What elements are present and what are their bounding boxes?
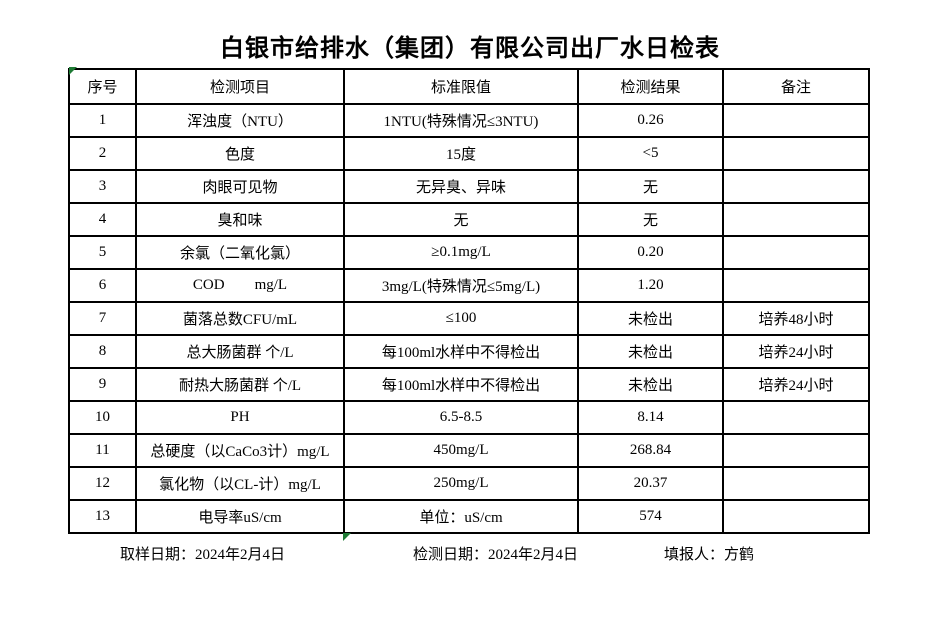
- table-row: 12 氯化物（以CL-计）mg/L 250mg/L 20.37: [68, 466, 870, 501]
- table-cell: 20.37: [577, 466, 724, 501]
- table-cell: [722, 466, 870, 501]
- table-cell: 培养24小时: [722, 367, 870, 402]
- table-cell: <5: [577, 136, 724, 171]
- table-cell: 总硬度（以CaCo3计）mg/L: [135, 433, 345, 468]
- reporter-name: 填报人：方鹤: [664, 547, 755, 563]
- sampling-date: 取样日期：2024年2月4日: [120, 547, 286, 563]
- table-row: 10 PH 6.5-8.5 8.14: [68, 400, 870, 435]
- table-cell: 2: [68, 136, 137, 171]
- table-cell: 4: [68, 202, 137, 237]
- column-header-result: 检测结果: [577, 68, 724, 105]
- table-cell: 8: [68, 334, 137, 369]
- table-cell: ≥0.1mg/L: [343, 235, 579, 270]
- table-cell: 无异臭、异味: [343, 169, 579, 204]
- table-header-row: 序号 检测项目 标准限值 检测结果 备注: [68, 68, 870, 105]
- table-row: 8 总大肠菌群 个/L 每100ml水样中不得检出 未检出 培养24小时: [68, 334, 870, 369]
- table-cell: 5: [68, 235, 137, 270]
- table-cell: 浑浊度（NTU）: [135, 103, 345, 138]
- table-cell: 未检出: [577, 301, 724, 336]
- column-header-limit: 标准限值: [343, 68, 579, 105]
- testing-date: 检测日期：2024年2月4日: [413, 547, 579, 563]
- table-cell: 10: [68, 400, 137, 435]
- table-cell: 11: [68, 433, 137, 468]
- table-cell: 6.5-8.5: [343, 400, 579, 435]
- table-cell: 氯化物（以CL-计）mg/L: [135, 466, 345, 501]
- table-cell: 450mg/L: [343, 433, 579, 468]
- table-cell: 菌落总数CFU/mL: [135, 301, 345, 336]
- column-header-item: 检测项目: [135, 68, 345, 105]
- table-cell: 培养24小时: [722, 334, 870, 369]
- column-header-remarks: 备注: [722, 68, 870, 105]
- table-cell: [722, 136, 870, 171]
- table-cell: 总大肠菌群 个/L: [135, 334, 345, 369]
- table-cell: [722, 499, 870, 534]
- table-cell: 耐热大肠菌群 个/L: [135, 367, 345, 402]
- green-triangle-icon: [69, 67, 77, 75]
- table-cell: ≤100: [343, 301, 579, 336]
- table-row: 5 余氯（二氧化氯） ≥0.1mg/L 0.20: [68, 235, 870, 270]
- table-cell: 未检出: [577, 367, 724, 402]
- table-cell: 9: [68, 367, 137, 402]
- table-row: 3 肉眼可见物 无异臭、异味 无: [68, 169, 870, 204]
- table-row: 2 色度 15度 <5: [68, 136, 870, 171]
- table-cell: 未检出: [577, 334, 724, 369]
- table-cell: 268.84: [577, 433, 724, 468]
- table-cell: [722, 268, 870, 303]
- table-cell: 13: [68, 499, 137, 534]
- table-cell: 单位：uS/cm: [343, 499, 579, 534]
- table-cell: 每100ml水样中不得检出: [343, 334, 579, 369]
- table-cell: 6: [68, 268, 137, 303]
- table-row: 4 臭和味 无 无: [68, 202, 870, 237]
- page-title: 白银市给排水（集团）有限公司出厂水日检表: [220, 36, 720, 62]
- table-row: 7 菌落总数CFU/mL ≤100 未检出 培养48小时: [68, 301, 870, 336]
- table-cell: 15度: [343, 136, 579, 171]
- table-cell: [722, 202, 870, 237]
- green-triangle-icon: [343, 533, 351, 541]
- table-cell: 3: [68, 169, 137, 204]
- table-cell: 3mg/L(特殊情况≤5mg/L): [343, 268, 579, 303]
- table-row: 1 浑浊度（NTU） 1NTU(特殊情况≤3NTU) 0.26: [68, 103, 870, 138]
- table-cell: 无: [577, 202, 724, 237]
- table-cell: [722, 235, 870, 270]
- table-cell: [722, 103, 870, 138]
- table-cell: [722, 169, 870, 204]
- table-cell: 臭和味: [135, 202, 345, 237]
- table-cell: [722, 400, 870, 435]
- table-cell: 色度: [135, 136, 345, 171]
- table-row: 13 电导率uS/cm 单位：uS/cm 574: [68, 499, 870, 534]
- table-cell: 574: [577, 499, 724, 534]
- table-cell: 培养48小时: [722, 301, 870, 336]
- table-cell: COD mg/L: [135, 268, 345, 303]
- table-cell: 肉眼可见物: [135, 169, 345, 204]
- table-row: 11 总硬度（以CaCo3计）mg/L 450mg/L 268.84: [68, 433, 870, 468]
- table-cell: 1: [68, 103, 137, 138]
- table-cell: 7: [68, 301, 137, 336]
- table-cell: 0.20: [577, 235, 724, 270]
- column-header-serial: 序号: [68, 68, 137, 105]
- table-cell: 余氯（二氧化氯）: [135, 235, 345, 270]
- table-cell: 8.14: [577, 400, 724, 435]
- footer: 取样日期：2024年2月4日 检测日期：2024年2月4日 填报人：方鹤: [0, 543, 940, 563]
- table-cell: 无: [343, 202, 579, 237]
- table-cell: 1.20: [577, 268, 724, 303]
- table-cell: 1NTU(特殊情况≤3NTU): [343, 103, 579, 138]
- inspection-table: 序号 检测项目 标准限值 检测结果 备注 1 浑浊度（NTU） 1NTU(特殊情…: [68, 68, 870, 534]
- table-cell: 12: [68, 466, 137, 501]
- table-cell: 电导率uS/cm: [135, 499, 345, 534]
- table-cell: PH: [135, 400, 345, 435]
- table-row: 9 耐热大肠菌群 个/L 每100ml水样中不得检出 未检出 培养24小时: [68, 367, 870, 402]
- table-cell: 250mg/L: [343, 466, 579, 501]
- table-cell: 无: [577, 169, 724, 204]
- table-cell: [722, 433, 870, 468]
- table-cell: 0.26: [577, 103, 724, 138]
- table-cell: 每100ml水样中不得检出: [343, 367, 579, 402]
- table-row: 6 COD mg/L 3mg/L(特殊情况≤5mg/L) 1.20: [68, 268, 870, 303]
